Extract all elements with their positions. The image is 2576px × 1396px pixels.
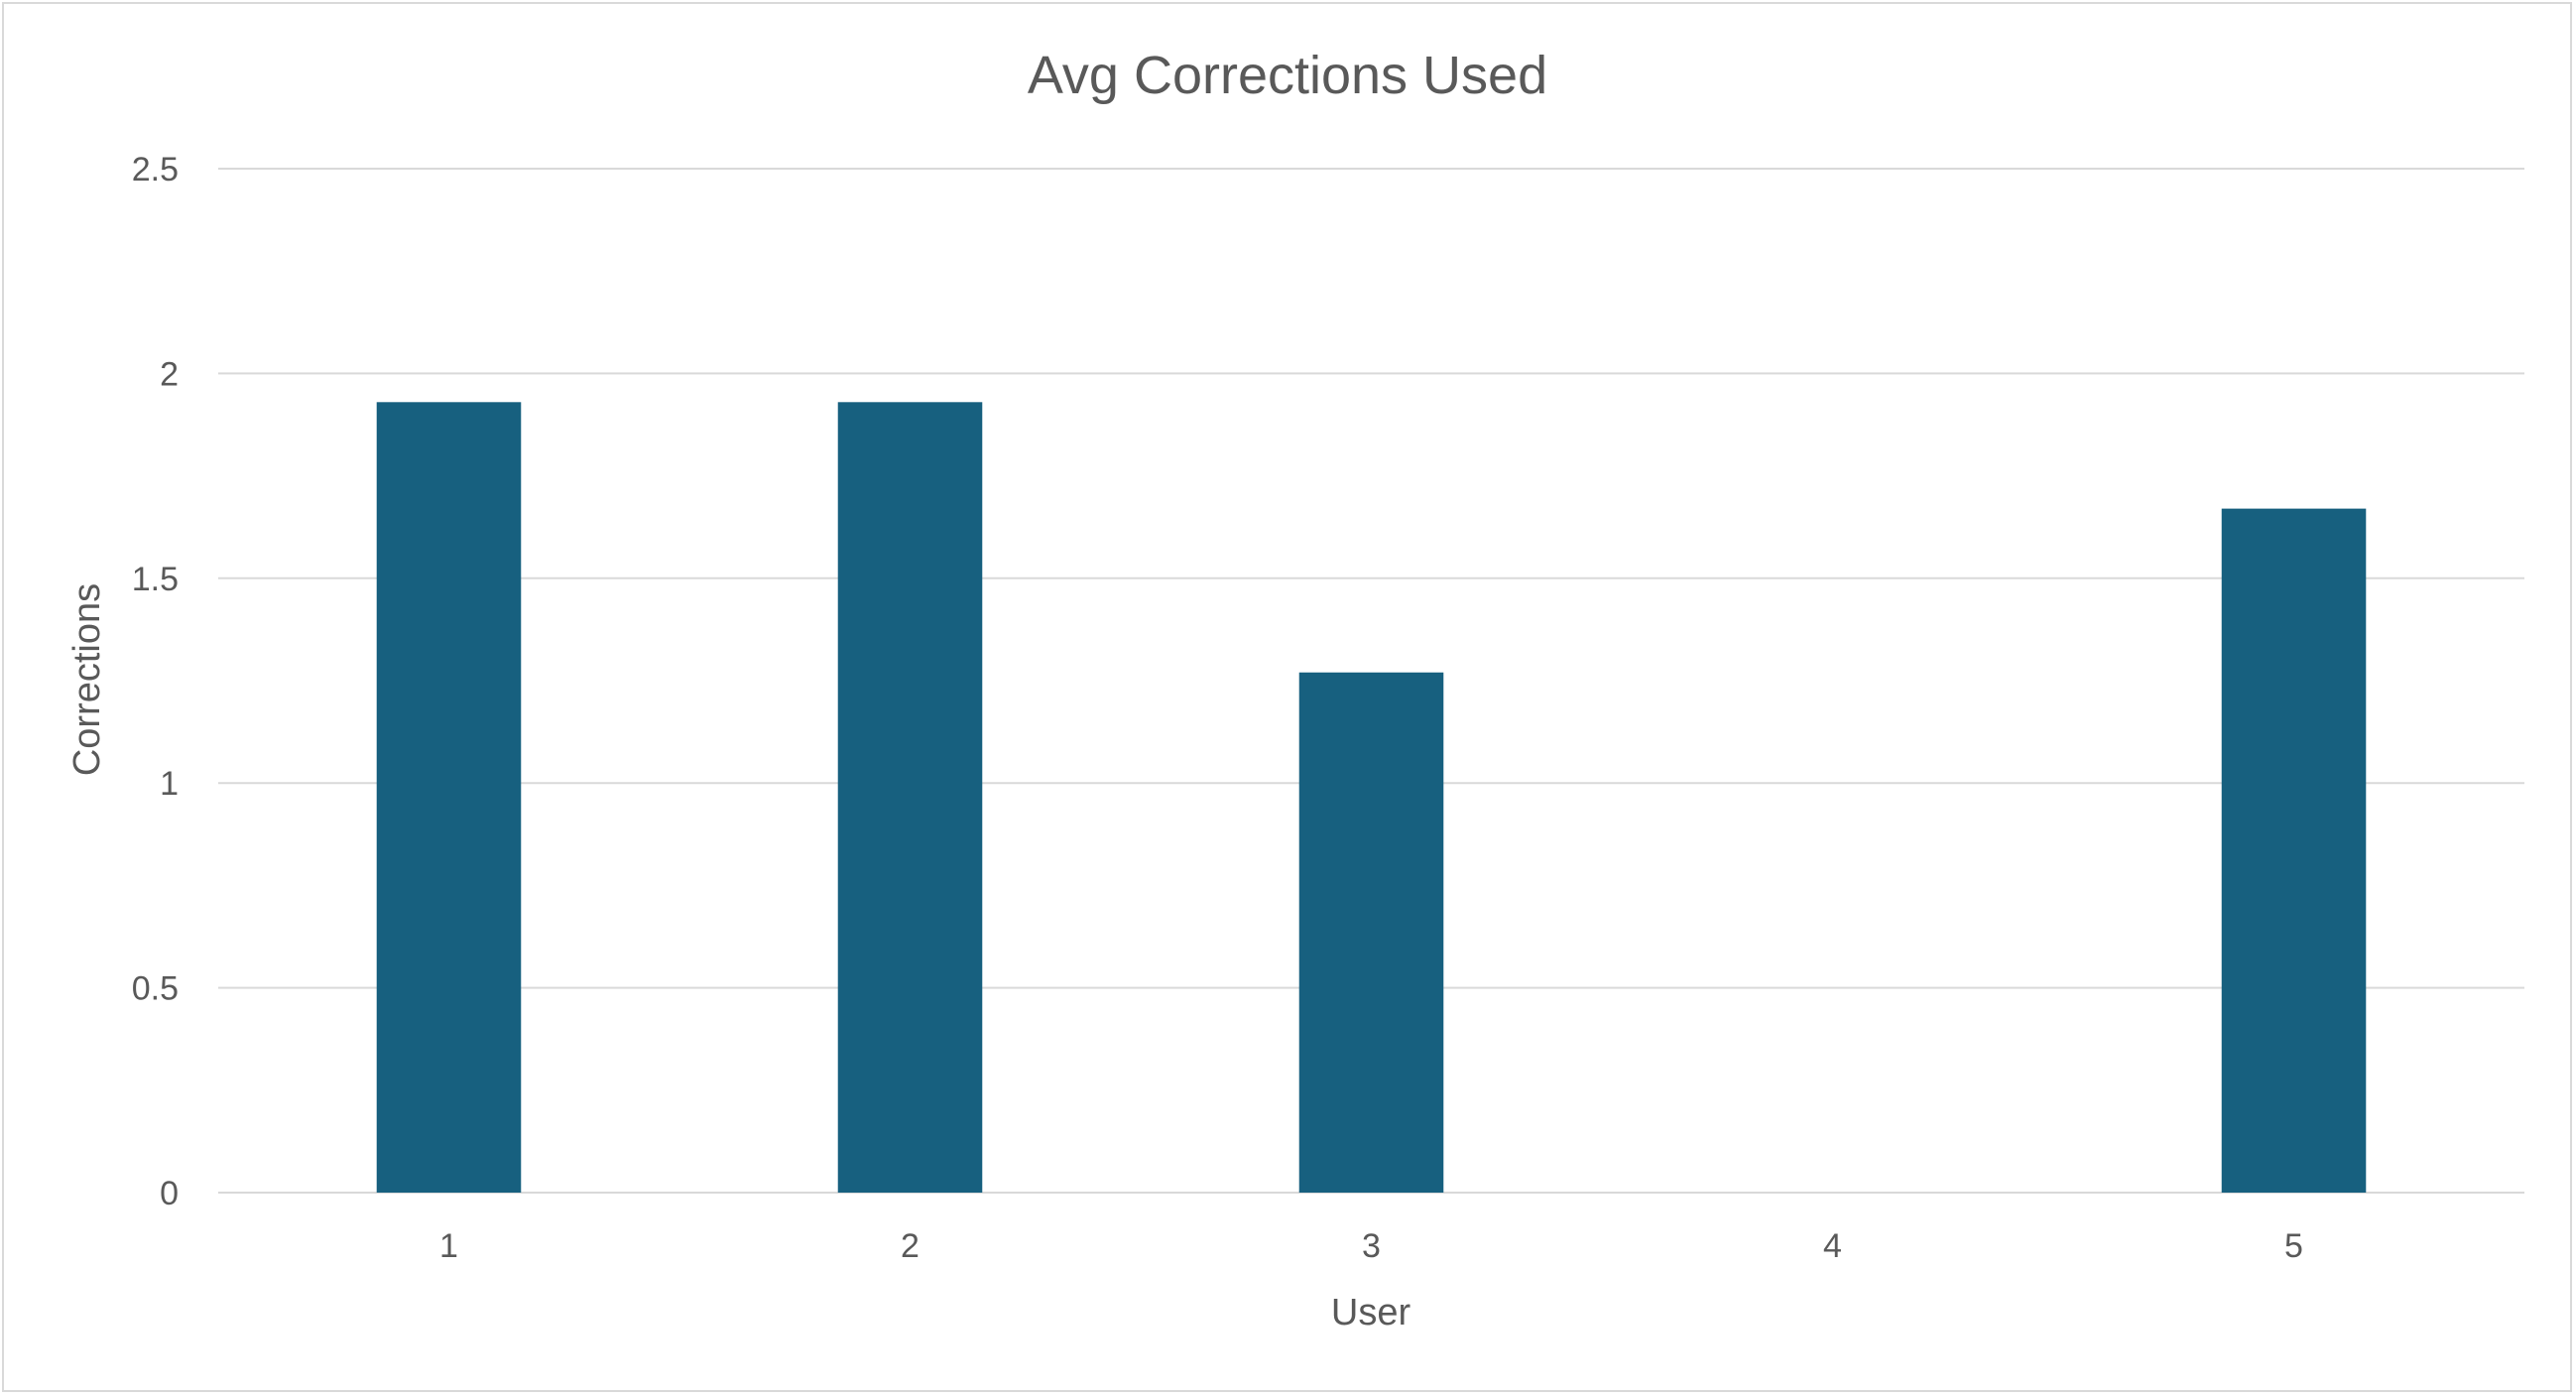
bar-user-1 [376, 402, 522, 1193]
y-axis-ticks: 0 0.5 1 1.5 2 2.5 [132, 151, 179, 1212]
x-axis-ticks: 1 2 3 4 5 [439, 1227, 2303, 1265]
bar-user-3 [1298, 672, 1444, 1193]
gridlines [218, 168, 2524, 1194]
y-tick-label: 0.5 [132, 970, 179, 1008]
x-axis-title: User [1331, 1292, 1411, 1333]
x-tick-label: 1 [439, 1227, 458, 1265]
y-tick-label: 2.5 [132, 151, 179, 189]
y-tick-label: 0 [160, 1175, 179, 1212]
bars [376, 402, 2367, 1193]
y-tick-label: 1.5 [132, 561, 179, 598]
y-tick-label: 1 [160, 765, 179, 803]
x-tick-label: 3 [1362, 1227, 1381, 1265]
bar-user-2 [837, 402, 983, 1193]
y-tick-label: 2 [160, 355, 179, 393]
x-tick-label: 5 [2284, 1227, 2303, 1265]
chart-title: Avg Corrections Used [1028, 46, 1547, 105]
y-axis-title: Corrections [66, 583, 108, 776]
x-tick-label: 2 [901, 1227, 920, 1265]
bar-user-5 [2221, 508, 2367, 1193]
x-tick-label: 4 [1823, 1227, 1842, 1265]
